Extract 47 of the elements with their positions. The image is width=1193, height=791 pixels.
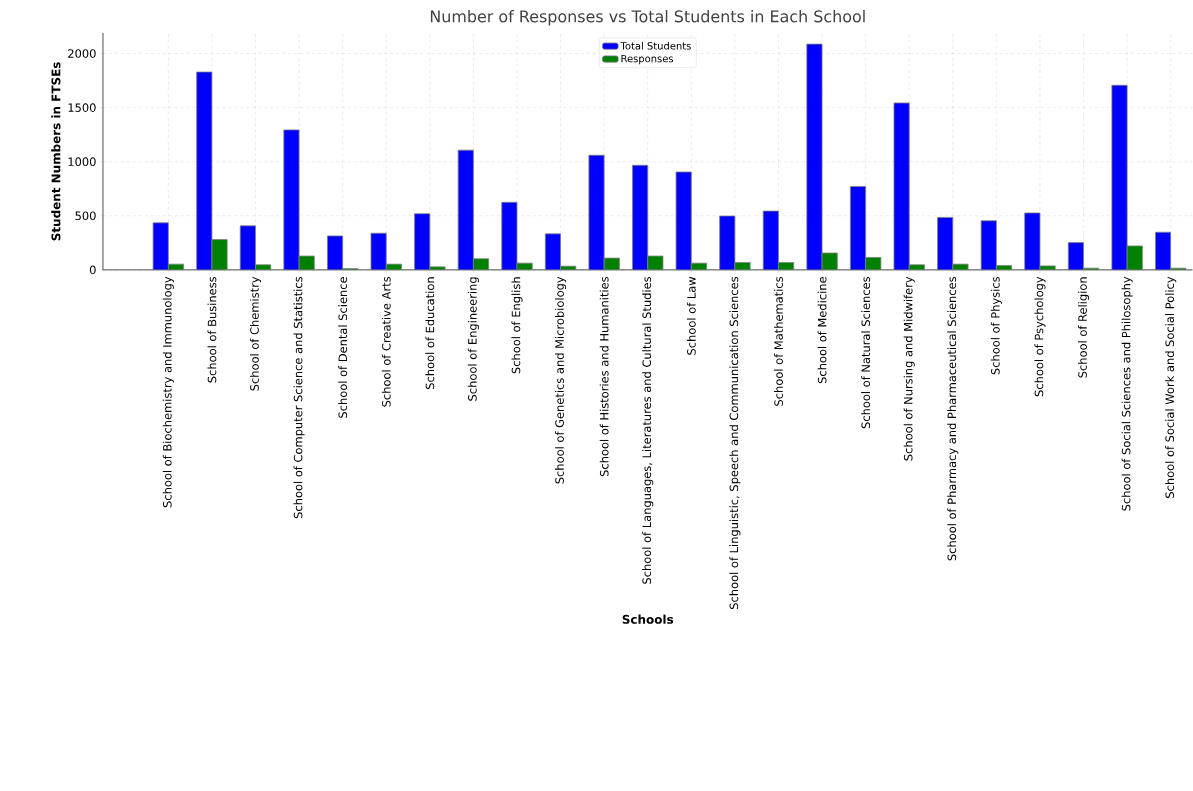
legend-label: Total Students xyxy=(620,42,691,50)
bar xyxy=(501,202,518,271)
x-tick-label: School of Nursing and Midwifery xyxy=(903,276,915,461)
x-tick-label: School of Linguistic, Speech and Communication Sciences xyxy=(729,277,741,610)
bar xyxy=(632,165,649,271)
bar xyxy=(849,186,867,271)
x-tick-label: School of Dental Science xyxy=(338,277,348,418)
x-tick-label: School of Genetics and Microbiology xyxy=(555,276,567,484)
x-tick-label: School of Creative Arts xyxy=(381,277,391,407)
x-tick-label: School of Psychology xyxy=(1034,276,1046,397)
bar xyxy=(196,71,213,271)
x-tick-label: School of Biochemistry and Immunology xyxy=(162,276,174,508)
x-tick-label: School of Social Work and Social Policy xyxy=(1165,276,1177,499)
x-tick-label: School of Business xyxy=(207,277,217,383)
x-tick-label: School of Law xyxy=(686,277,696,355)
y-axis-title: Student Numbers in FTSEs xyxy=(51,62,61,241)
x-tick-label: School of Languages, Literatures and Cultural Studies xyxy=(642,277,654,584)
bar xyxy=(980,220,997,271)
x-tick-label: School of Engineering xyxy=(467,277,479,401)
bar xyxy=(806,43,823,271)
x-tick-label: School of Medicine xyxy=(817,277,827,384)
x-tick-label: School of English xyxy=(511,277,523,374)
x-tick-label: School of Physics xyxy=(990,277,1002,375)
bar xyxy=(283,129,300,271)
bar xyxy=(414,213,431,271)
x-tick-label: School of Chemistry xyxy=(249,276,262,391)
bar xyxy=(457,149,474,271)
x-axis-title: Schools xyxy=(622,614,674,625)
y-tick-label: 500 xyxy=(75,211,96,221)
x-tick-label: School of Computer Science and Statistics xyxy=(293,277,305,519)
x-tick-label: School of Mathematics xyxy=(774,277,783,406)
legend-label: Responses xyxy=(621,55,674,65)
y-tick-label: 1000 xyxy=(68,157,96,167)
bar xyxy=(675,171,692,271)
x-tick-label: School of Education xyxy=(425,277,435,390)
x-tick-label: School of Religion xyxy=(1078,277,1090,378)
x-tick-label: School of Natural Sciences xyxy=(861,277,871,429)
bar xyxy=(893,102,910,271)
x-tick-label: School of Histories and Humanities xyxy=(599,277,609,477)
y-tick-label: 1500 xyxy=(68,103,96,113)
y-tick-label: 2000 xyxy=(68,49,96,59)
chart-title: Number of Responses vs Total Students in Each School xyxy=(430,10,865,26)
x-tick-label: School of Social Sciences and Philosophy xyxy=(1121,276,1133,511)
bar xyxy=(588,154,605,271)
bar xyxy=(152,222,169,271)
x-tick-label: School of Pharmacy and Pharmaceutical Sciences xyxy=(947,277,959,561)
y-tick-label: 0 xyxy=(89,265,96,275)
